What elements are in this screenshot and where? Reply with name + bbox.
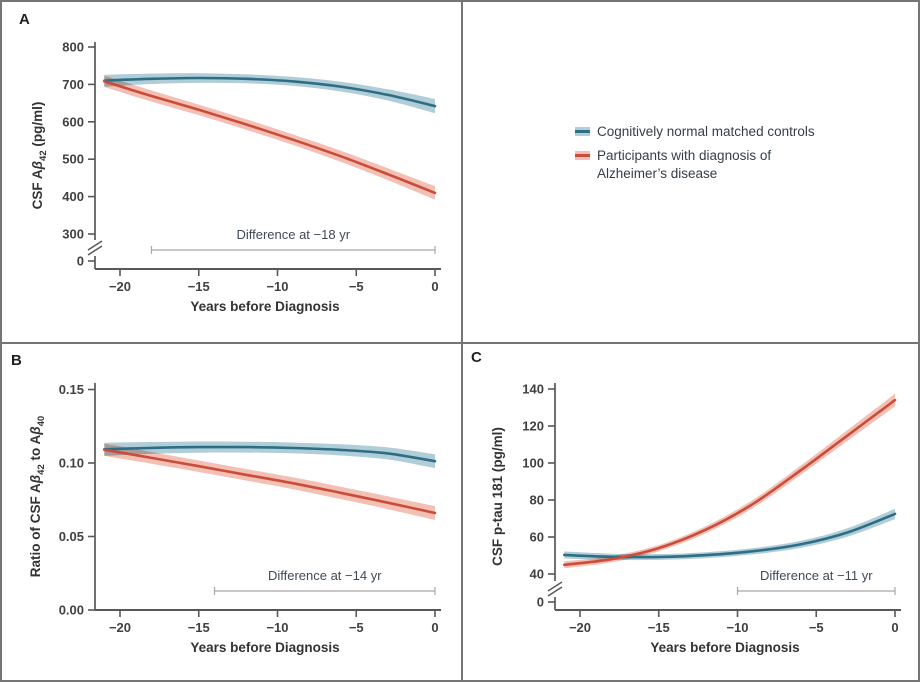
- svg-text:600: 600: [62, 114, 84, 129]
- svg-text:−5: −5: [349, 279, 364, 294]
- svg-text:Ratio of CSF Aβ42 to Aβ40: Ratio of CSF Aβ42 to Aβ40: [28, 416, 47, 577]
- panel-label-c: C: [471, 349, 482, 366]
- svg-text:−15: −15: [188, 620, 210, 635]
- svg-text:800: 800: [62, 40, 84, 55]
- svg-text:100: 100: [522, 456, 544, 471]
- svg-text:0: 0: [431, 620, 438, 635]
- svg-text:−5: −5: [809, 620, 824, 635]
- svg-text:0: 0: [537, 595, 544, 610]
- svg-text:0.05: 0.05: [59, 529, 84, 544]
- svg-text:700: 700: [62, 77, 84, 92]
- legend-item-controls: Cognitively normal matched controls: [575, 123, 815, 140]
- svg-text:0.15: 0.15: [59, 382, 84, 397]
- svg-text:−20: −20: [569, 620, 591, 635]
- panel-divider-horizontal: [2, 342, 918, 344]
- svg-text:0.10: 0.10: [59, 456, 84, 471]
- svg-text:120: 120: [522, 419, 544, 434]
- panel-a-chart: 0 300 400 500 600 700 800 −20 −15 −10 −5 0 Differenc…: [30, 40, 441, 314]
- svg-text:Difference at −18 yr: Difference at −18 yr: [236, 227, 350, 242]
- legend-swatch-controls: [575, 127, 590, 136]
- svg-text:40: 40: [530, 567, 544, 582]
- svg-text:Difference at −11 yr: Difference at −11 yr: [760, 568, 873, 583]
- svg-text:CSF Aβ42 (pg/ml): CSF Aβ42 (pg/ml): [30, 102, 49, 210]
- svg-text:Years before Diagnosis: Years before Diagnosis: [650, 640, 799, 655]
- svg-text:CSF p-tau 181 (pg/ml): CSF p-tau 181 (pg/ml): [490, 427, 505, 566]
- legend-swatch-alzheimers: [575, 151, 590, 161]
- svg-text:−20: −20: [109, 279, 131, 294]
- svg-text:−10: −10: [266, 279, 288, 294]
- svg-text:−15: −15: [648, 620, 670, 635]
- legend-item-alzheimers: Participants with diagnosis of Alzheimer…: [575, 147, 815, 182]
- svg-text:Years before Diagnosis: Years before Diagnosis: [190, 299, 339, 314]
- svg-text:500: 500: [62, 152, 84, 167]
- panel-c-chart: 0 40 60 80 100 120 140 −20 −15 −10 −5 0 Difference a…: [490, 382, 901, 655]
- svg-text:−15: −15: [188, 279, 210, 294]
- legend-label-controls: Cognitively normal matched controls: [597, 124, 815, 139]
- svg-text:0: 0: [431, 279, 438, 294]
- svg-text:0: 0: [77, 254, 84, 269]
- svg-text:140: 140: [522, 382, 544, 397]
- svg-text:−20: −20: [109, 620, 131, 635]
- svg-text:60: 60: [530, 530, 544, 545]
- legend: Cognitively normal matched controls Part…: [575, 123, 815, 182]
- svg-text:0.00: 0.00: [59, 603, 84, 618]
- panel-label-a: A: [19, 11, 30, 28]
- svg-text:400: 400: [62, 189, 84, 204]
- legend-label-alzheimers: Participants with diagnosis of Alzheimer…: [597, 148, 772, 181]
- svg-text:−5: −5: [349, 620, 364, 635]
- svg-text:300: 300: [62, 227, 84, 242]
- panel-b-chart: 0.00 0.05 0.10 0.15 −20 −15 −10 −5 0 Difference a…: [28, 382, 441, 655]
- svg-text:Years before Diagnosis: Years before Diagnosis: [190, 640, 339, 655]
- svg-text:−10: −10: [266, 620, 288, 635]
- panel-divider-vertical: [461, 2, 463, 680]
- svg-text:−10: −10: [726, 620, 748, 635]
- svg-text:Difference at −14 yr: Difference at −14 yr: [268, 568, 382, 583]
- svg-text:80: 80: [530, 493, 544, 508]
- svg-text:0: 0: [891, 620, 898, 635]
- panel-label-b: B: [11, 352, 22, 369]
